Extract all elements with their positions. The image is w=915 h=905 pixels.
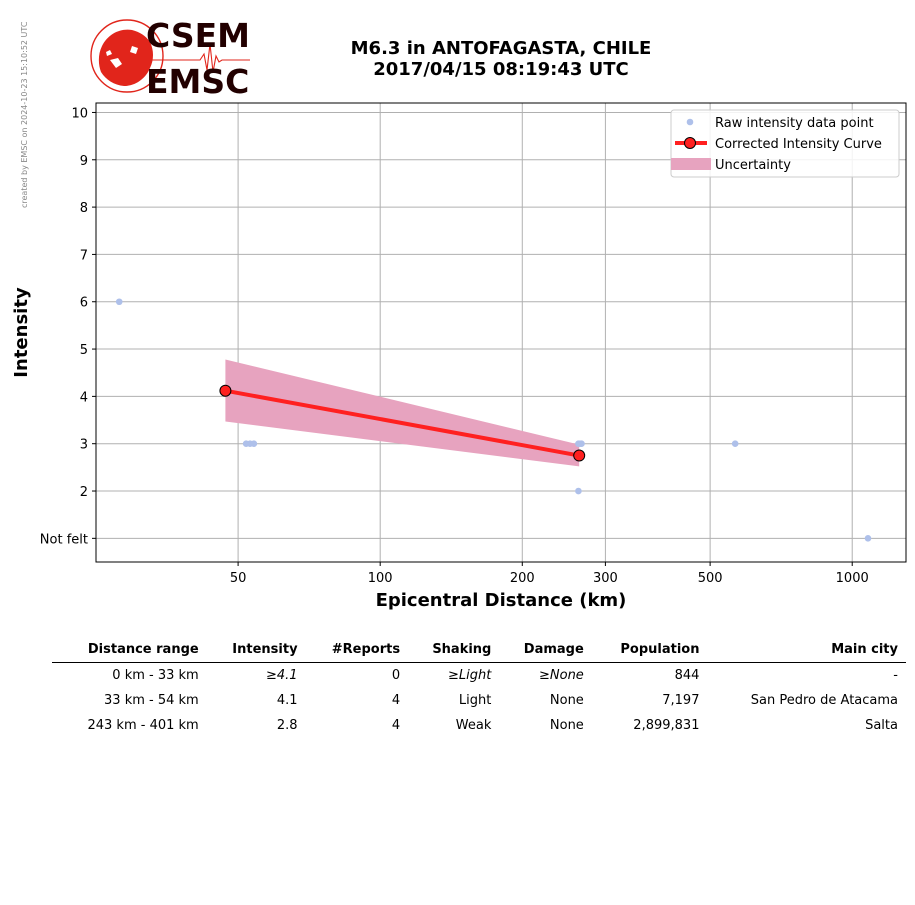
- table-row: 33 km - 54 km 4.1 4 Light None 7,197 San…: [52, 688, 906, 713]
- y-tick-label: 2: [80, 485, 88, 500]
- header-main-city: Main city: [707, 640, 906, 663]
- cell-main-city: -: [893, 668, 898, 683]
- logo-text-emsc: EMSC: [146, 62, 249, 100]
- raw-data-point: [864, 535, 872, 542]
- cell-main-city: San Pedro de Atacama: [750, 693, 898, 708]
- logo-map-detail: [106, 46, 138, 68]
- y-axis-label: Intensity: [11, 287, 32, 378]
- x-axis-label: Epicentral Distance (km): [376, 590, 627, 611]
- header-reports: #Reports: [305, 640, 409, 663]
- title-line-1: M6.3 in ANTOFAGASTA, CHILE: [350, 38, 652, 59]
- legend-uncertainty-swatch: [671, 158, 711, 170]
- x-tick-label: 300: [593, 571, 618, 586]
- chart-title: M6.3 in ANTOFAGASTA, CHILE 2017/04/15 08…: [300, 38, 702, 80]
- curve-marker: [219, 384, 232, 397]
- header-intensity: Intensity: [206, 640, 306, 663]
- raw-data-point: [115, 298, 123, 306]
- raw-data-point: [578, 440, 585, 448]
- cell-intensity: 4.1: [276, 693, 298, 708]
- y-tick-label: 6: [80, 296, 88, 311]
- legend-uncertainty-label: Uncertainty: [715, 158, 791, 173]
- legend-box: [670, 109, 900, 178]
- legend-curve-marker: [684, 137, 696, 149]
- cell-distance-range: 33 km - 54 km: [104, 693, 199, 708]
- x-tick-label: 100: [368, 571, 393, 586]
- y-tick-label: 9: [80, 154, 88, 169]
- intensity-summary-table: Distance range Intensity #Reports Shakin…: [52, 640, 906, 738]
- cell-reports: 4: [391, 693, 401, 708]
- uncertainty-band: [225, 359, 580, 467]
- header-distance-range: Distance range: [52, 640, 207, 663]
- cell-shaking: ≥Light: [448, 668, 492, 683]
- x-tick-label: 500: [698, 571, 723, 586]
- cell-shaking: Weak: [455, 718, 492, 733]
- raw-data-point: [575, 487, 582, 495]
- y-tick-label: 8: [80, 201, 88, 216]
- logo-text-csem: CSEM: [146, 16, 250, 55]
- title-line-2: 2017/04/15 08:19:43 UTC: [373, 59, 629, 80]
- header-population: Population: [591, 640, 708, 663]
- y-tick-label: 5: [80, 343, 88, 358]
- table-row: 0 km - 33 km ≥4.1 0 ≥Light ≥None 844 -: [52, 663, 906, 689]
- y-tick-label: 10: [71, 106, 88, 121]
- curve-marker: [573, 449, 586, 462]
- y-tick-label: 3: [80, 438, 88, 453]
- raw-data-point: [250, 440, 258, 448]
- corrected-intensity-curve: [223, 388, 582, 458]
- x-tick-label: 50: [230, 571, 247, 586]
- creation-watermark: created by EMSC on 2024-10-23 15:10:52 U…: [20, 21, 29, 208]
- cell-damage: None: [549, 718, 584, 733]
- cell-population: 2,899,831: [633, 718, 700, 733]
- cell-population: 844: [674, 668, 700, 683]
- header-damage: Damage: [499, 640, 592, 663]
- cell-distance-range: 0 km - 33 km: [112, 668, 199, 683]
- legend-curve-label: Corrected Intensity Curve: [715, 137, 882, 152]
- legend-raw-point-label: Raw intensity data point: [715, 116, 874, 131]
- header-shaking: Shaking: [408, 640, 500, 663]
- table-row: 243 km - 401 km 2.8 4 Weak None 2,899,83…: [52, 713, 906, 738]
- x-tick-label: 1000: [836, 571, 869, 586]
- raw-data-point: [731, 440, 739, 448]
- creation-watermark-text: created by EMSC on 2024-10-23 15:10:52 U…: [20, 21, 29, 208]
- cell-intensity: ≥4.1: [265, 668, 298, 683]
- cell-reports: 0: [391, 668, 401, 683]
- emsc-logo: CSEM EMSC: [90, 16, 250, 100]
- cell-distance-range: 243 km - 401 km: [87, 718, 199, 733]
- legend-raw-point-marker: [686, 118, 694, 126]
- cell-intensity: 2.8: [276, 718, 298, 733]
- logo-seismogram: [150, 43, 250, 73]
- cell-population: 7,197: [662, 693, 700, 708]
- cell-damage: None: [549, 693, 584, 708]
- plot-frame: [95, 102, 907, 563]
- cell-main-city: Salta: [865, 718, 898, 733]
- x-tick-label: 200: [510, 571, 535, 586]
- table-header-row: Distance range Intensity #Reports Shakin…: [52, 640, 906, 663]
- cell-damage: ≥None: [539, 668, 584, 683]
- y-tick-label: Not felt: [40, 532, 88, 547]
- logo-europe-map: [98, 29, 153, 86]
- y-tick-label: 7: [80, 248, 88, 263]
- cell-shaking: Light: [458, 693, 492, 708]
- y-tick-label: 4: [80, 390, 88, 405]
- intensity-distance-chart: 50 100 200 300 500 1000 Not felt 2 3 4 5 6 7 8 9 10 Epic…: [11, 102, 907, 611]
- cell-reports: 4: [391, 718, 401, 733]
- logo-globe-ring: [90, 19, 164, 93]
